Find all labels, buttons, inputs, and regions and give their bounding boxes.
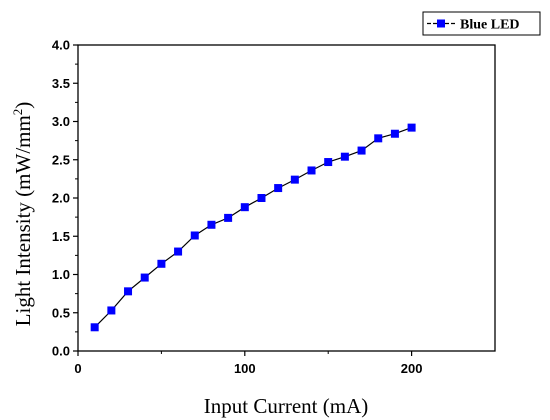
y-tick-label: 2.0	[52, 191, 70, 206]
data-point	[107, 306, 116, 315]
data-point	[274, 184, 283, 193]
y-axis-title-main: Light Intensity (mW/mm	[11, 115, 35, 326]
y-tick-label: 4.0	[52, 38, 70, 53]
data-point	[190, 231, 199, 240]
legend: Blue LED	[422, 11, 541, 36]
data-point	[407, 123, 416, 132]
data-point	[307, 166, 316, 175]
legend-label: Blue LED	[460, 18, 520, 33]
y-axis-title: Light Intensity (mW/mm2)	[10, 102, 35, 327]
legend-marker	[437, 19, 445, 28]
data-point	[90, 323, 99, 332]
data-point	[357, 146, 366, 155]
ticks-layer: 0.0 0.5 1.0 1.5 2.0 2.5 3.0 3.5 4.0 0 100 200	[52, 38, 423, 377]
data-point	[140, 273, 149, 282]
y-axis-title-superscript: 2	[10, 109, 25, 116]
y-tick-label: 1.5	[52, 229, 70, 244]
data-point	[290, 175, 299, 184]
data-point	[374, 134, 383, 143]
data-point	[224, 213, 233, 222]
y-tick-label: 3.0	[52, 114, 70, 129]
data-point	[240, 203, 249, 212]
data-point	[207, 220, 216, 229]
x-axis-title: Input Current (mA)	[204, 394, 368, 418]
data-point	[124, 287, 133, 296]
x-tick-label: 100	[234, 361, 256, 376]
plot-frame	[77, 44, 496, 352]
data-point	[324, 158, 333, 167]
data-point	[340, 152, 349, 161]
y-tick-label: 2.5	[52, 152, 70, 167]
y-tick-label: 3.5	[52, 76, 70, 91]
data-point	[174, 247, 183, 256]
y-tick-label: 0.0	[52, 344, 70, 359]
x-tick-label: 200	[401, 361, 423, 376]
data-point	[390, 129, 399, 138]
y-tick-label: 1.0	[52, 267, 70, 282]
y-tick-label: 0.5	[52, 305, 70, 320]
y-axis-title-close: )	[11, 102, 35, 109]
series-layer	[90, 123, 416, 332]
series-line	[94, 127, 412, 328]
x-tick-label: 0	[74, 361, 81, 376]
data-point	[157, 259, 166, 268]
data-point	[257, 194, 266, 202]
legend-box	[422, 11, 541, 36]
